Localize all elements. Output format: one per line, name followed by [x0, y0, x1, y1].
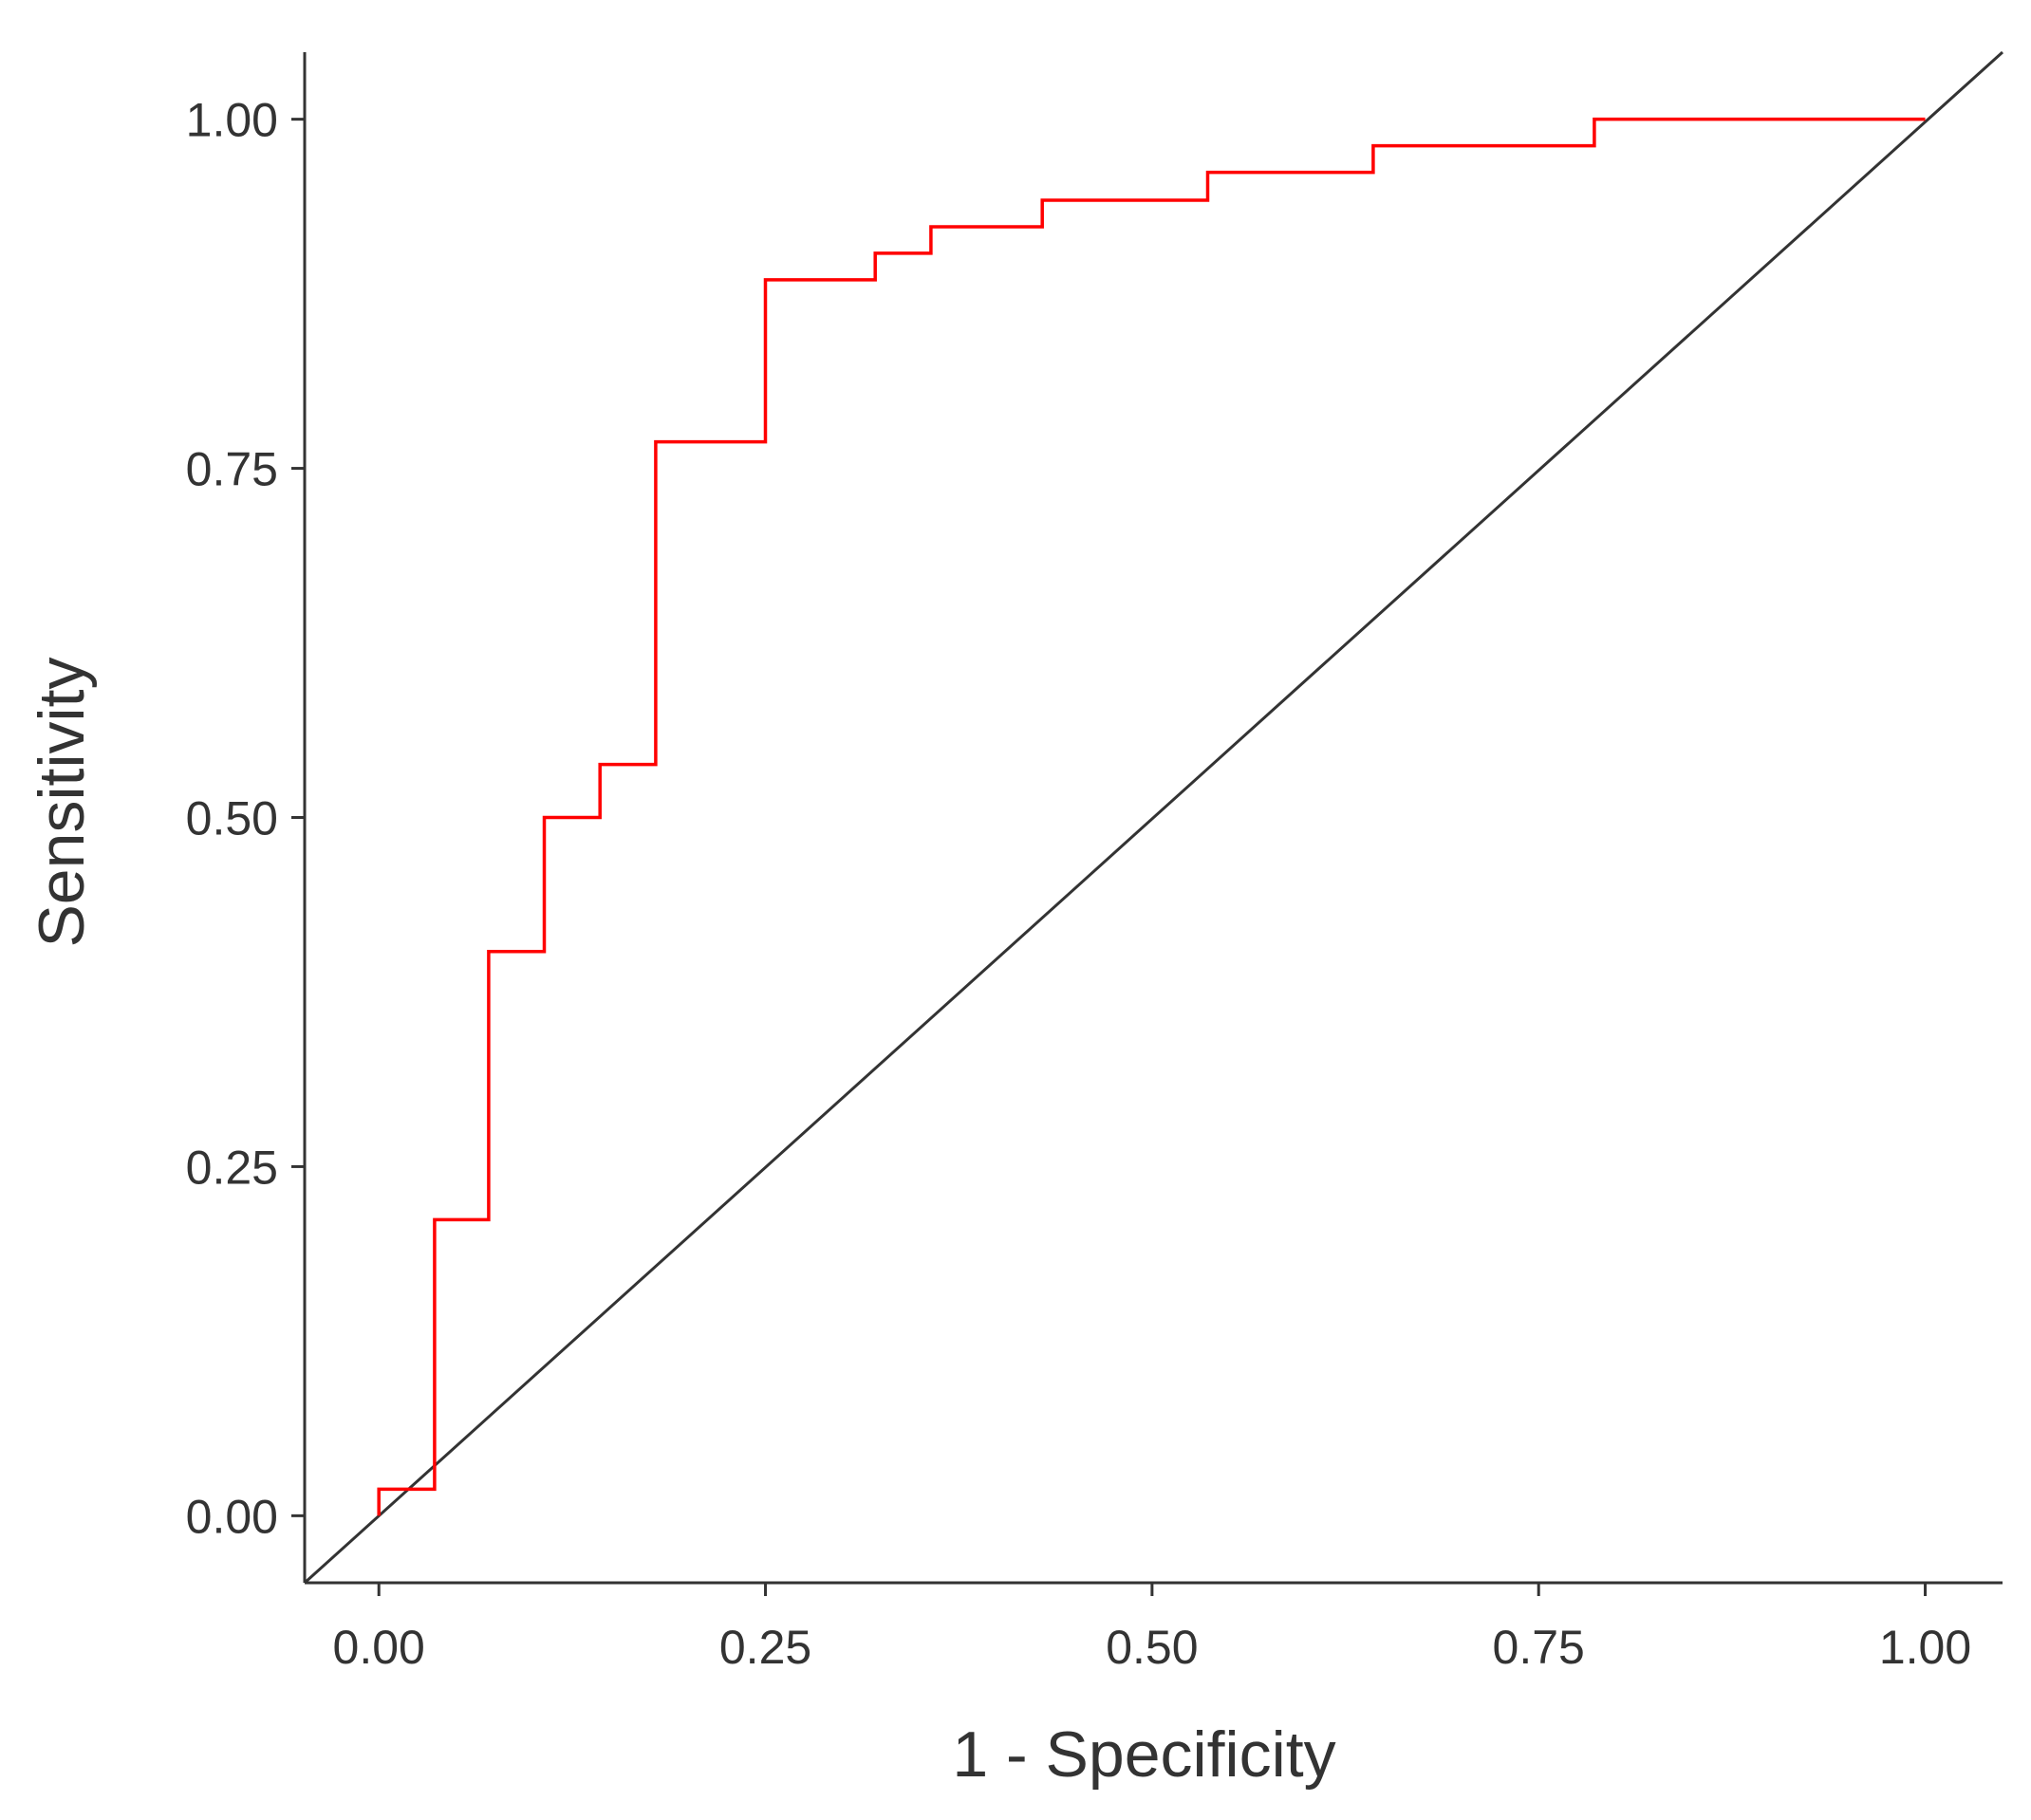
y-tick-label: 0.50 — [186, 792, 278, 845]
y-tick-label: 0.75 — [186, 443, 278, 496]
reference-layer — [303, 50, 2004, 1585]
x-tick-label: 0.75 — [1493, 1621, 1585, 1674]
series-layer — [377, 117, 1926, 1516]
y-tick-label: 1.00 — [186, 94, 278, 147]
x-axis-title: 1 - Specificity — [952, 1718, 1335, 1791]
y-tick-label: 0.25 — [186, 1141, 278, 1194]
x-tick-label: 0.25 — [719, 1621, 811, 1674]
y-axis-title: Sensitivity — [26, 657, 98, 947]
roc-curve-line — [377, 117, 1926, 1516]
y-tick-label: 0.00 — [186, 1490, 278, 1543]
ticks-layer: 0.00 0.25 0.50 0.75 1.00 0.00 0.25 0.50 0.75 1.00 — [186, 94, 1972, 1674]
x-tick-label: 1.00 — [1879, 1621, 1971, 1674]
x-tick-label: 0.50 — [1106, 1621, 1198, 1674]
reference-diagonal-line — [303, 50, 2004, 1585]
x-tick-label: 0.00 — [333, 1621, 425, 1674]
